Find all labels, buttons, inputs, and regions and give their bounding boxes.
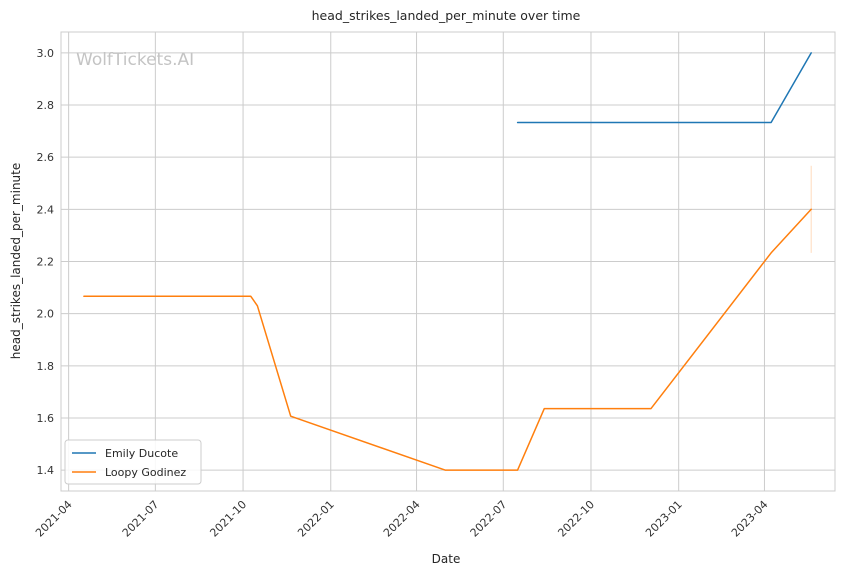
y-tick-label: 3.0: [37, 47, 55, 60]
plot-frame: [60, 31, 836, 492]
legend: Emily Ducote Loopy Godinez: [64, 439, 202, 485]
legend-label-loopy-godinez: Loopy Godinez: [105, 466, 186, 479]
y-tick-label: 2.4: [37, 203, 55, 216]
y-tick-label: 2.0: [37, 308, 55, 321]
legend-label-emily-ducote: Emily Ducote: [105, 447, 178, 460]
x-axis-label: Date: [432, 552, 461, 566]
y-tick-label: 1.4: [37, 464, 55, 477]
chart-title: head_strikes_landed_per_minute over time: [312, 8, 581, 23]
y-tick-label: 1.8: [37, 360, 55, 373]
grid-lines: [61, 32, 835, 491]
y-axis-label: head_strikes_landed_per_minute: [9, 163, 23, 360]
series-layer: [83, 52, 812, 471]
watermark: WolfTickets.AI: [76, 50, 194, 70]
y-axis-ticks: 1.4 1.6 1.8 2.0 2.2 2.4 2.6 2.8 3.0: [37, 47, 55, 477]
series-line-emily-ducote: [516, 52, 812, 124]
y-tick-label: 1.6: [37, 412, 55, 425]
y-tick-label: 2.2: [37, 256, 55, 269]
series-line-loopy-godinez: [83, 208, 812, 471]
legend-box: [64, 439, 202, 485]
y-tick-label: 2.6: [37, 151, 55, 164]
y-tick-label: 2.8: [37, 99, 55, 112]
